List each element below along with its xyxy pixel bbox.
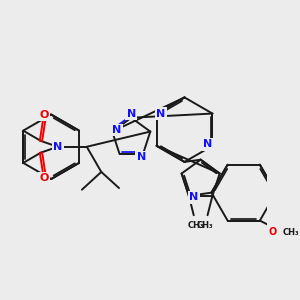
Text: O: O	[40, 173, 49, 183]
Text: CH₃: CH₃	[188, 221, 205, 230]
Text: CH₃: CH₃	[282, 228, 299, 237]
Text: O: O	[268, 227, 277, 237]
Text: N: N	[137, 152, 146, 162]
Text: O: O	[40, 110, 49, 120]
Text: N: N	[112, 125, 122, 135]
Text: N: N	[189, 193, 198, 202]
Text: CH₃: CH₃	[197, 221, 213, 230]
Text: N: N	[53, 142, 62, 152]
Text: N: N	[157, 109, 166, 118]
Text: N: N	[127, 109, 136, 119]
Text: N: N	[203, 139, 213, 149]
